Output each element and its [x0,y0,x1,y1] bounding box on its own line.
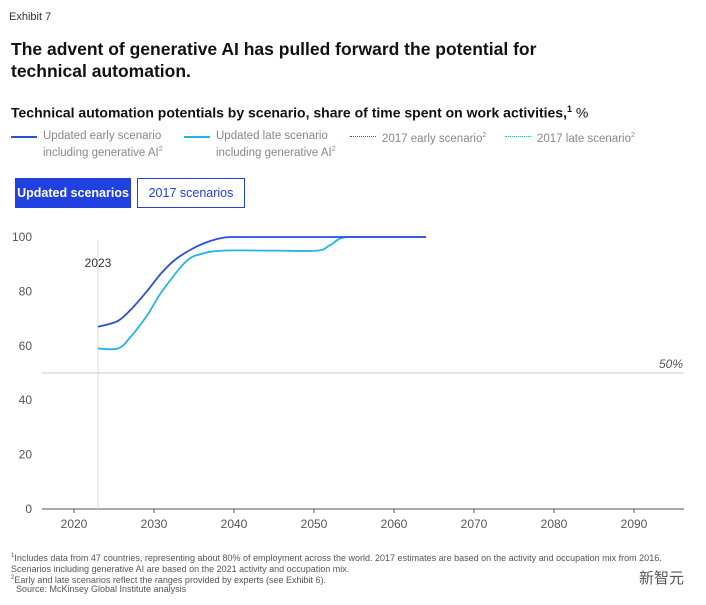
series-updated-late [97,236,426,351]
subtitle-footnote-ref: 1 [567,104,573,114]
exhibit-label: Exhibit 7 [9,11,52,23]
footnote-1: 1Includes data from 47 countries, repres… [11,551,701,575]
footnote-text: Includes data from 47 countries, represe… [11,553,662,574]
legend-item: Updated early scenario including generati… [11,129,163,160]
source-note: Source: McKinsey Global Institute analys… [16,584,187,594]
legend-label: 2017 early scenario2 [382,132,487,145]
x-tick-label: 2050 [301,517,328,531]
footnote-marker: 2 [11,575,15,581]
footnote-2: 2Early and late scenarios reflect the ra… [11,573,701,586]
x-tick-label: 2060 [381,517,408,531]
subtitle-unit: % [575,104,589,121]
x-tick-label: 2040 [221,517,248,531]
legend-item: 2017 late scenario2 [505,129,635,146]
legend-item: Updated late scenario including generativ… [184,129,336,160]
chart-headline: The advent of generative AI has pulled f… [11,39,537,81]
y-tick-label: 80 [19,284,33,298]
x-tick-label: 2030 [141,517,168,531]
footnote-marker: 1 [11,553,15,559]
series-updated-early [97,236,426,328]
x-tick-label: 2090 [621,517,648,531]
chart-subtitle: Technical automation potentials by scena… [11,104,588,121]
x-tick-label: 2020 [61,517,88,531]
y-tick-label: 0 [25,502,32,516]
reference-line-label: 50% [659,357,683,371]
legend-swatch [184,136,210,138]
legend-label: 2017 late scenario2 [537,132,635,145]
legend-swatch [505,136,531,137]
updated-scenarios-tab[interactable]: Updated scenarios [15,178,131,208]
subtitle-text: Technical automation potentials by scena… [11,104,567,121]
footnote-text: Early and late scenarios reflect the ran… [14,575,327,585]
legend-label: Updated late scenario including generativ… [216,130,336,159]
2017-scenarios-tab[interactable]: 2017 scenarios [137,178,245,208]
legend-swatch [11,136,37,138]
y-tick-label: 100 [12,230,32,244]
x-tick-label: 2070 [461,517,488,531]
x-tick-label: 2080 [541,517,568,531]
legend-label: Updated early scenario including generati… [43,130,163,159]
watermark-logo: 新智元 [638,570,684,587]
legend-item: 2017 early scenario2 [350,129,486,146]
year-marker-label: 2023 [85,256,112,270]
y-tick-label: 40 [19,393,33,407]
y-tick-label: 60 [19,339,33,353]
legend-swatch [350,136,376,137]
y-tick-label: 20 [19,448,33,462]
